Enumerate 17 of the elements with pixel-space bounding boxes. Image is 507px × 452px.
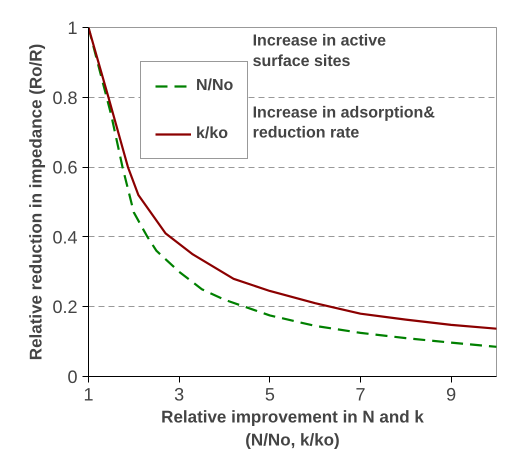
y-tick-label: 0.2 <box>52 297 78 318</box>
y-tick-label: 0.6 <box>52 158 78 178</box>
x-tick-label: 3 <box>174 384 184 404</box>
y-tick-label: 0 <box>67 367 78 387</box>
annotation: Increase in active surface sites <box>252 32 386 70</box>
x-tick-label: 1 <box>83 384 94 404</box>
y-tick-label: 0.8 <box>52 88 78 108</box>
legend-label: N/No <box>196 77 234 95</box>
y-tick-label: 0.4 <box>52 227 78 248</box>
annotation: Increase in adsorption& reduction rate <box>252 104 436 142</box>
x-tick-label: 7 <box>355 384 366 404</box>
legend-label: k/ko <box>196 125 228 143</box>
x-tick-label: 9 <box>446 384 456 404</box>
y-tick-label: 1 <box>67 18 78 38</box>
x-tick-label: 5 <box>264 384 275 404</box>
y-axis-title: Relative reduction in impedance (Ro/R) <box>26 44 46 360</box>
x-axis-title: Relative improvement in N and k (N/No, k/ko) <box>161 408 424 450</box>
